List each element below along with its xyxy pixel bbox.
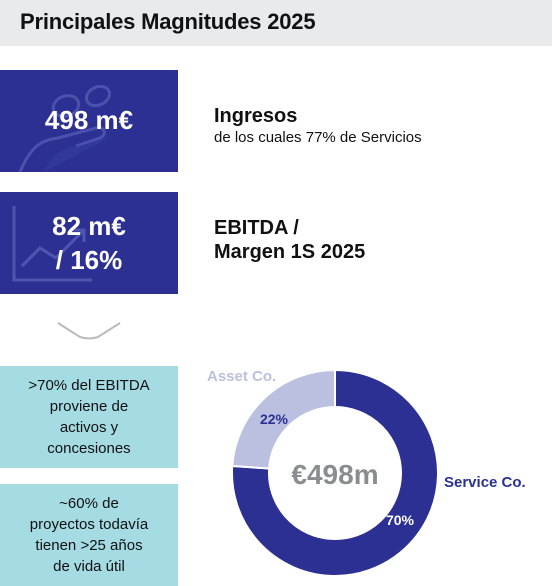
info-box-ebitda-assets: >70% del EBITDA proviene de activos y co…	[0, 366, 178, 468]
donut-slice-label: 22%	[260, 411, 289, 427]
header-bar: Principales Magnitudes 2025	[0, 0, 552, 46]
revenue-label: Ingresos de los cuales 77% de Servicios	[214, 104, 422, 148]
donut-center-label: €498m	[291, 459, 378, 490]
ebitda-value-line1: 82 m€	[52, 211, 126, 241]
revenue-title: Ingresos	[214, 105, 298, 127]
info-box-projects-life: ~60% de proyectos todavía tienen >25 año…	[0, 484, 178, 586]
info-box-line: activos y	[59, 419, 119, 436]
ebitda-value-line2: / 16%	[55, 245, 123, 275]
info-box-line: tienen >25 años	[35, 537, 143, 554]
service-co-legend-label: Service Co.	[444, 474, 526, 491]
donut-slice-asset-co-	[231, 368, 336, 470]
info-box-line: de vida útil	[53, 558, 125, 575]
info-box-line: proviene de	[49, 398, 129, 415]
revenue-donut-chart: €498m 70% 22%	[231, 368, 439, 577]
coins-hand-icon	[18, 84, 112, 172]
chevron-down-icon	[57, 322, 121, 340]
ebitda-title-line1: EBITDA /	[214, 217, 299, 239]
revenue-value: 498 m€	[44, 105, 134, 135]
donut-slice-service-co-	[231, 368, 439, 577]
info-box-line: proyectos todavía	[29, 516, 149, 533]
info-box-line: concesiones	[47, 440, 131, 457]
asset-co-legend-label: Asset Co.	[207, 368, 277, 385]
page-title: Principales Magnitudes 2025	[20, 9, 316, 34]
kpi-revenue-box: 498 m€	[0, 70, 178, 172]
line-chart-icon	[12, 206, 92, 282]
donut-slice-label: 70%	[386, 512, 415, 528]
info-box-line: ~60% de	[59, 495, 119, 512]
ebitda-title-line2: Margen 1S 2025	[214, 241, 366, 263]
info-box-line: >70% del EBITDA	[28, 377, 150, 394]
kpi-ebitda-box: 82 m€ / 16%	[0, 192, 178, 294]
revenue-subtitle: de los cuales 77% de Servicios	[214, 129, 422, 146]
ebitda-label: EBITDA / Margen 1S 2025	[214, 216, 365, 264]
